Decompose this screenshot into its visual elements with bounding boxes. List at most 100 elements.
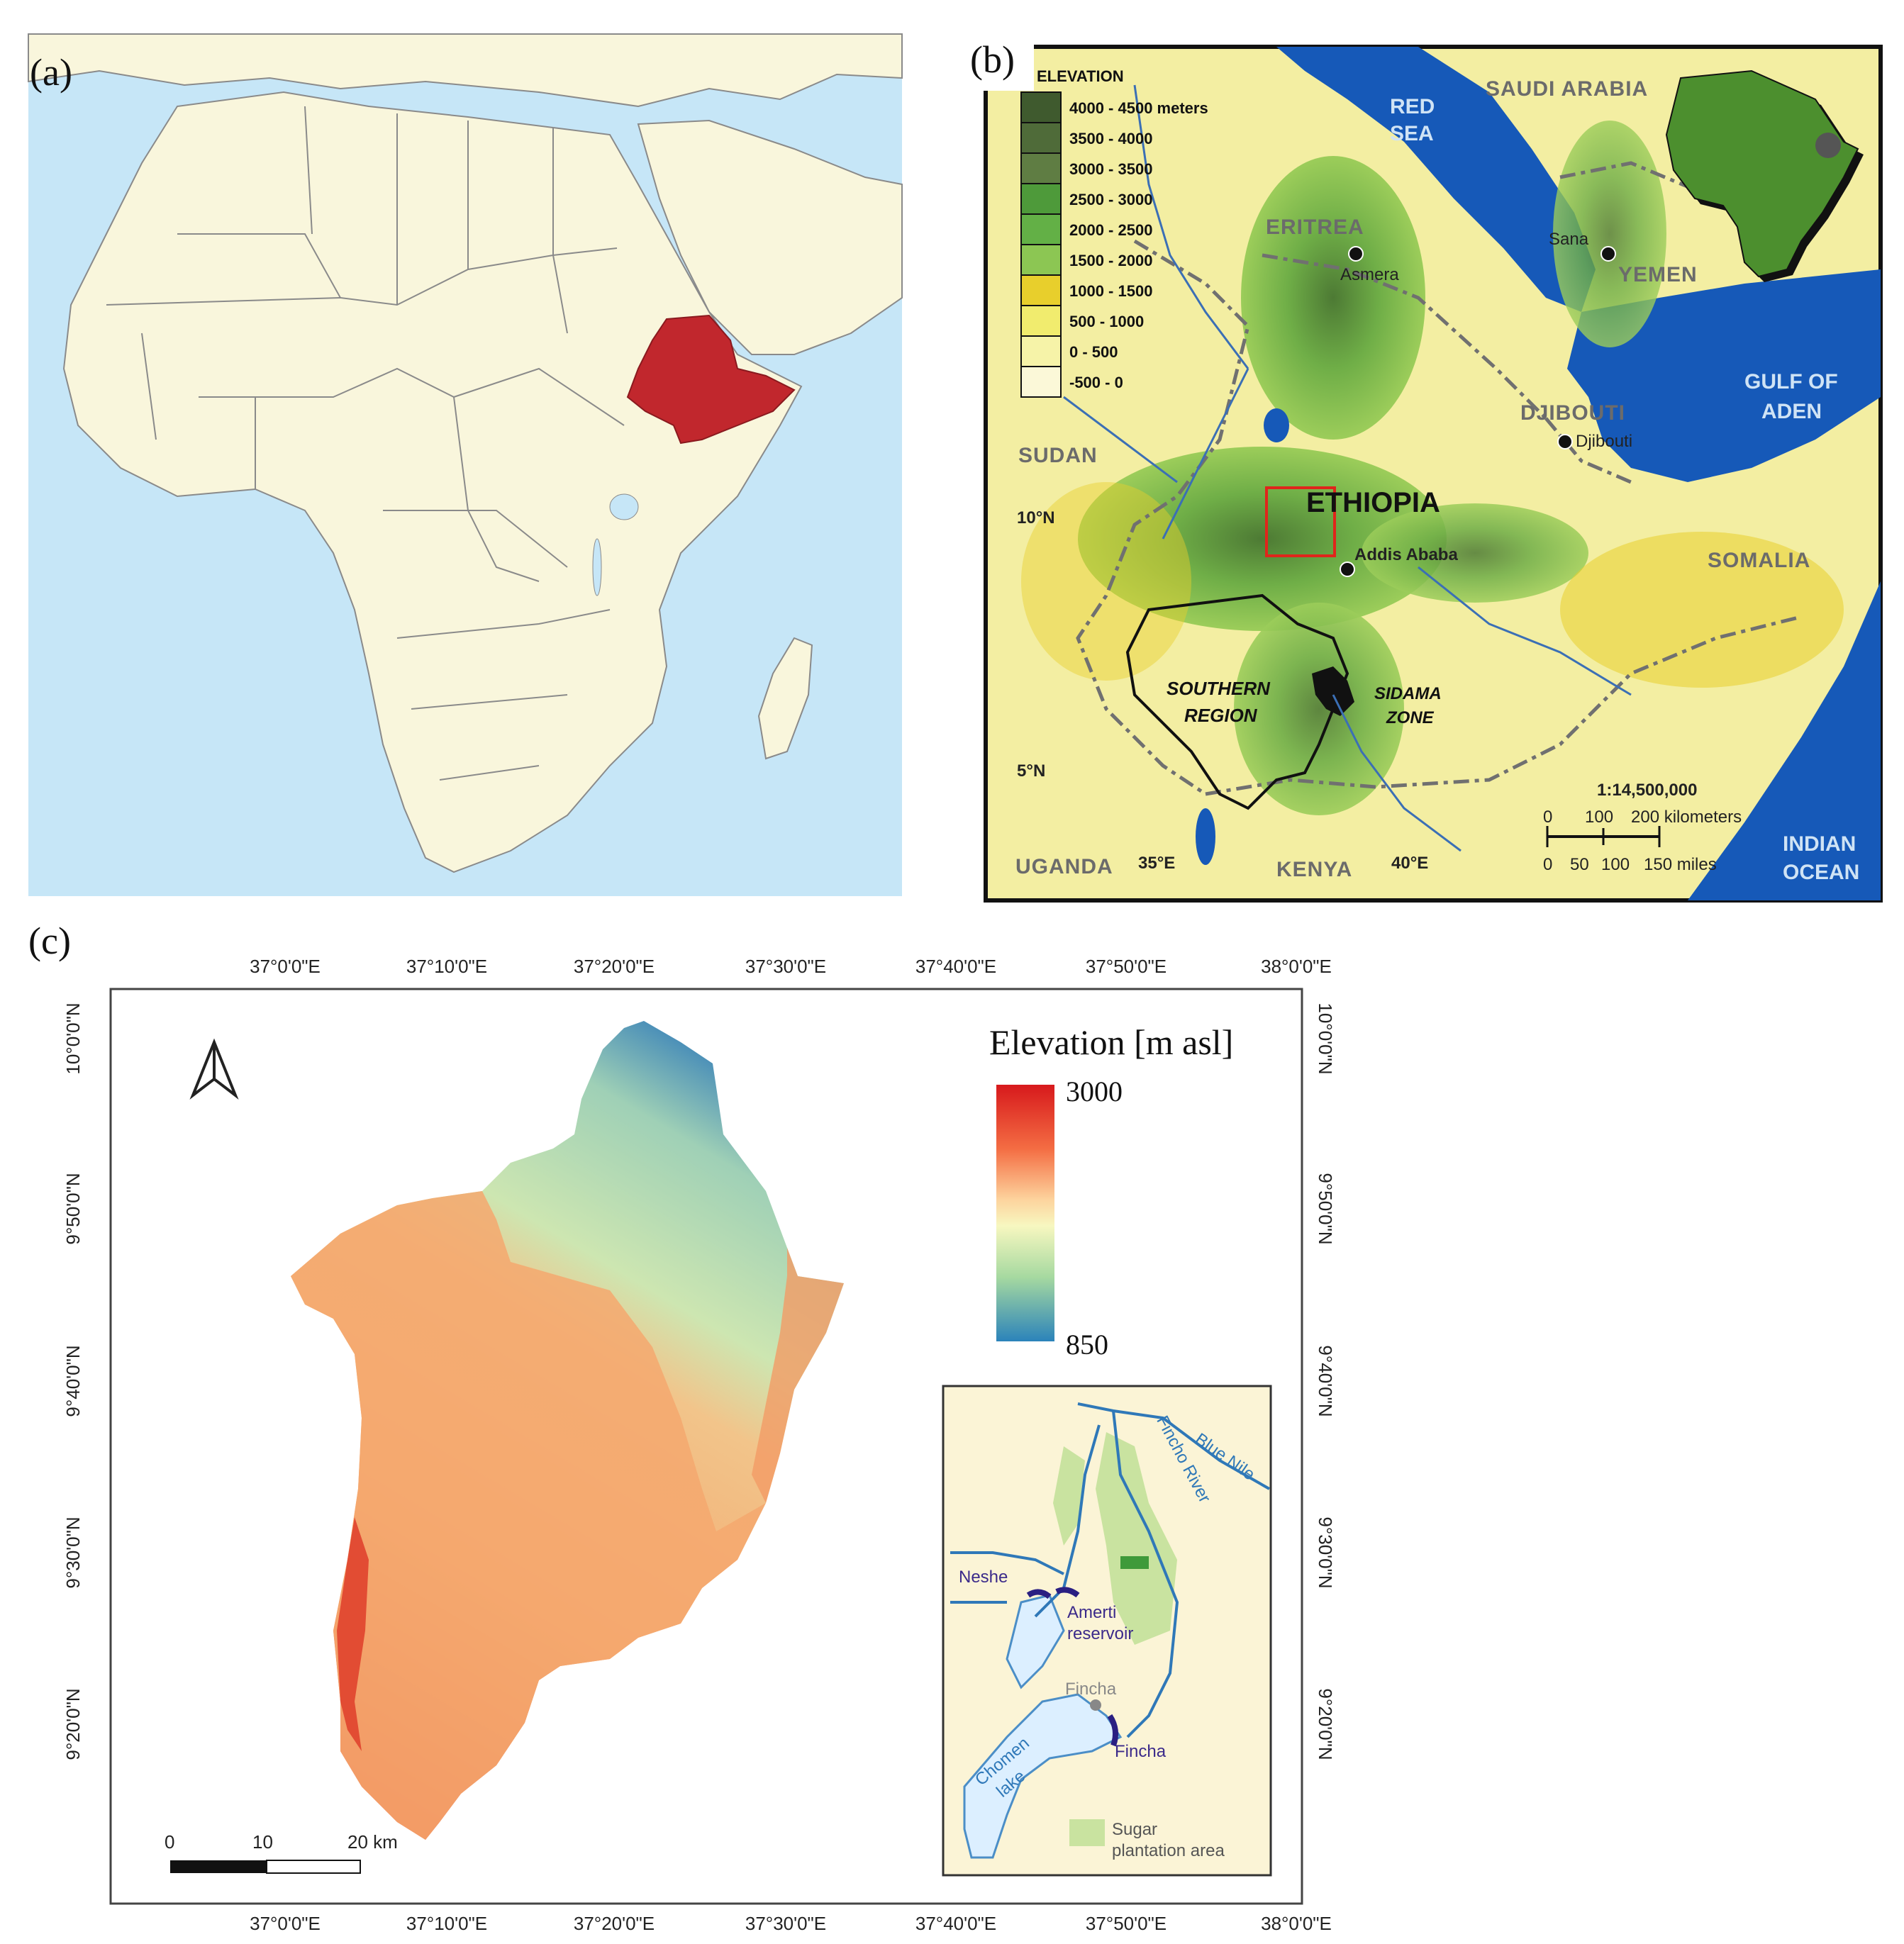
lat-tick-right: 9°40'0"N [1315,1345,1336,1417]
legend-c-min: 850 [1066,1329,1108,1361]
rift-lake-south [1196,808,1215,865]
lon-tick-top: 37°30'0"E [745,956,826,977]
inset-neshe: Neshe [959,1568,1008,1587]
catchment-escarpment-west [337,1517,369,1751]
indian-ocean [1688,581,1881,900]
legend-class-label: 2000 - 2500 [1069,221,1152,239]
legend-class-label: 500 - 1000 [1069,313,1144,330]
highlands-north [1241,156,1425,440]
lon-tick-top: 37°0'0"E [250,956,321,977]
scale-mi-150: 150 miles [1644,855,1717,874]
lon-tick-bottom: 37°30'0"E [745,1913,826,1934]
southern-region-outline [1125,593,1349,810]
legend-c-colorbar [996,1085,1054,1341]
legend-class-label: -500 - 0 [1069,374,1123,391]
label-asmera: Asmera [1340,265,1399,284]
label-red-sea-2: SEA [1390,122,1434,145]
legend-swatch [1020,183,1062,215]
label-southern-2: REGION [1184,705,1258,726]
label-lon-40: 40°E [1391,854,1428,873]
label-lat-5: 5°N [1017,761,1045,781]
inset-legend-1: Sugar [1112,1820,1157,1839]
label-gulf-1: GULF OF [1744,370,1838,393]
legend-swatch [1020,91,1062,123]
legend-class-label: 0 - 500 [1069,343,1118,361]
label-sana: Sana [1549,230,1589,249]
madagascar [757,637,813,760]
panel-b-label-bg [966,35,1034,91]
label-kenya: KENYA [1276,858,1352,881]
lon-tick-bottom: 37°40'0"E [915,1913,996,1934]
lon-tick-bottom: 37°10'0"E [406,1913,487,1934]
label-eritrea: ERITREA [1266,216,1364,239]
legend-c-title: Elevation [m asl] [989,1022,1233,1062]
inset-legend-2: plantation area [1112,1841,1225,1860]
legend-class-label: 1500 - 2000 [1069,252,1152,269]
lake-tanganyika [592,538,602,596]
legend-class-label: 3000 - 3500 [1069,160,1152,178]
label-sudan: SUDAN [1018,444,1098,467]
gulf-of-aden [1567,269,1881,482]
country-borders [106,106,625,781]
label-djibouti: DJIBOUTI [1520,401,1625,425]
africa-inset-b [1665,69,1864,282]
label-lat-10: 10°N [1017,508,1055,527]
lat-tick-left: 9°40'0"N [62,1345,84,1417]
label-lon-35: 35°E [1138,854,1175,873]
legend-swatch [1020,305,1062,337]
lon-tick-top: 37°40'0"E [915,956,996,977]
lat-tick-right: 10°0'0"N [1315,1002,1336,1074]
lon-tick-top: 38°0'0"E [1261,956,1332,977]
legend-swatch [1020,213,1062,245]
inset-amerti-2: reservoir [1067,1624,1133,1643]
label-red-sea-1: RED [1390,95,1435,118]
scale-km-0: 0 [1543,808,1552,827]
label-indian-2: OCEAN [1783,861,1859,884]
legend-swatch [1020,335,1062,367]
lake-victoria [609,493,639,520]
scale-mi-100: 100 [1601,855,1630,874]
legend-swatch [1020,366,1062,398]
legend-c-max: 3000 [1066,1076,1123,1107]
legend-swatch [1020,244,1062,276]
scale-km-100: 100 [1585,808,1613,827]
legend-title: ELEVATION [1037,67,1124,85]
lon-tick-bottom: 37°50'0"E [1086,1913,1167,1934]
sana-marker [1600,246,1616,262]
study-area-box [1265,486,1336,557]
red-sea [1276,47,1596,312]
legend-class-label: 1000 - 1500 [1069,282,1152,300]
label-somalia: SOMALIA [1708,549,1810,572]
lon-tick-top: 37°10'0"E [406,956,487,977]
scale-b: 1:14,500,000 0 100 200 kilometers 0 50 1… [1543,781,1742,874]
legend-class-label: 4000 - 4500 meters [1069,99,1208,117]
catchment-highland-west [291,1191,766,1840]
label-indian-1: INDIAN [1783,832,1856,856]
scalebar-c-0: 0 [165,1831,174,1853]
catchment-east-rim [752,1248,844,1503]
lat-tick-left: 9°50'0"N [62,1173,84,1244]
yemen-highlands [1553,121,1666,347]
label-gulf-2: ADEN [1761,400,1822,423]
rivers-b [1063,84,1632,852]
lat-tick-left: 9°30'0"N [62,1516,84,1588]
inset-fincha-map: Neshe Amerti reservoir Fincho River Blue… [942,1385,1272,1877]
inset-fincha-town: Fincha [1065,1680,1117,1699]
highlands-center [1078,447,1447,631]
label-uganda: UGANDA [1015,855,1113,878]
label-ethiopia: ETHIOPIA [1306,487,1440,518]
djibouti-marker [1557,434,1573,449]
sidama-zone-fill [1312,666,1354,716]
label-djibouti-city: Djibouti [1576,432,1632,451]
scale-km-200: 200 kilometers [1631,808,1742,827]
asmera-marker [1348,246,1364,262]
city-markers [1340,246,1616,577]
elevation-legend-b: ELEVATION 4000 - 4500 meters 3500 - 4000 3… [1020,67,1208,398]
lat-tick-right: 9°20'0"N [1315,1688,1336,1760]
label-sidama-1: SIDAMA [1374,684,1442,703]
inset-fincha-dam: Fincha [1115,1742,1167,1761]
lon-tick-bottom: 37°20'0"E [574,1913,655,1934]
label-southern-1: SOUTHERN [1167,678,1271,699]
legend-swatch [1020,274,1062,306]
lowland-west [1021,482,1191,681]
